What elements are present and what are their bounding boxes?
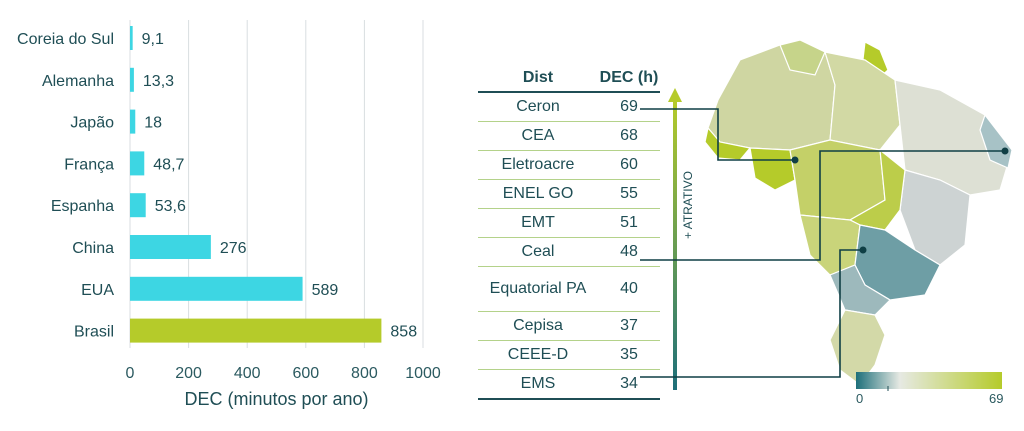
arrow-label: + ATRATIVO [681,171,695,239]
region-northeast [894,79,1013,196]
category-label: China [72,240,114,257]
x-tick-label: 400 [234,365,261,382]
dec-cell: 55 [598,179,660,209]
dist-cell: EMS [478,369,598,400]
region-bahia [899,169,971,266]
x-axis-label: DEC (minutos por ano) [184,389,368,409]
category-label: Alemanha [42,73,114,90]
dec-cell: 40 [598,266,660,312]
bar [130,151,145,176]
dec-cell: 68 [598,121,660,151]
x-tick-label: 600 [292,365,319,382]
table-row: Eletroacre 60 [478,150,660,180]
category-label: Coreia do Sul [17,31,114,48]
table-row: CEA 68 [478,121,660,151]
x-tick-label: 200 [175,365,202,382]
region-rondonia [749,147,796,191]
bar [130,318,382,343]
marker-ceal [1001,147,1009,155]
header-dist: Dist [522,68,554,86]
category-label: França [64,156,114,173]
dec-cell: 37 [598,311,660,341]
region-northeast-coast [979,113,1013,169]
region-para [824,51,901,151]
leader-lines [640,108,1005,378]
brazil-states [704,39,1013,386]
table-row: CEEE-D 35 [478,340,660,370]
x-tick-label: 1000 [405,365,441,382]
bar [130,67,134,92]
dist-cell: Ceron [478,92,598,122]
dec-cell: 69 [598,92,660,122]
bar-chart: 0 200 400 600 800 1000 DEC (minutos por ano) Co… [17,20,441,409]
dist-cell: CEA [478,121,598,151]
dist-cell: Equatorial PA [478,266,598,312]
dist-cell: Eletroacre [478,150,598,180]
dec-cell: 34 [598,369,660,400]
table-row: EMT 51 [478,208,660,238]
data-label: 13,3 [143,73,174,90]
data-label: 18 [144,115,162,132]
dist-cell: EMT [478,208,598,238]
data-label: 53,6 [155,198,186,215]
brazil-map: + ATRATIVO 0 69 [640,39,1013,406]
table-row: EMS 34 [478,369,660,400]
data-label: 589 [312,282,339,299]
bar [130,109,136,134]
bar [130,193,146,218]
leader-line-ceron [640,108,795,161]
x-tick-label: 0 [126,365,135,382]
legend-max-label: 69 [989,391,1003,406]
data-label: 48,7 [153,156,184,173]
data-label: 276 [220,240,247,257]
table-row: Equatorial PA 40 [478,266,660,312]
dist-cell: ENEL GO [478,179,598,209]
table-row: Cepisa 37 [478,311,660,341]
data-label: 9,1 [142,31,164,48]
leader-line-ceal [640,150,1005,261]
dist-cell: Cepisa [478,311,598,341]
dist-cell: CEEE-D [478,340,598,370]
dec-cell: 48 [598,237,660,267]
category-label: Japão [70,115,114,132]
table-header-row: Dist DEC (h) [478,64,660,92]
category-label: Brasil [74,324,114,341]
dist-cell: Ceal [478,237,598,267]
category-label: EUA [81,282,114,299]
legend-min-label: 0 [856,391,863,406]
table-row: Ceal 48 [478,237,660,267]
bar [130,235,211,259]
data-label: 858 [390,324,417,341]
dec-table: Dist DEC (h) Ceron 69 CEA 68 Eletroacre 60 ENE… [478,64,660,400]
table-row: ENEL GO 55 [478,179,660,209]
dec-cell: 60 [598,150,660,180]
bar [130,276,303,301]
bar [130,26,133,50]
marker-ems [859,246,867,254]
dec-cell: 51 [598,208,660,238]
header-dec: DEC (h) [599,68,659,86]
color-legend: 0 69 [856,372,1003,406]
dec-cell: 35 [598,340,660,370]
region-roraima [779,39,826,76]
attractive-arrow [668,88,682,390]
leader-line-ems [640,249,863,378]
table-row: Ceron 69 [478,92,660,122]
marker-ceron [791,156,799,164]
x-tick-label: 800 [351,365,378,382]
category-label: Espanha [51,198,114,215]
